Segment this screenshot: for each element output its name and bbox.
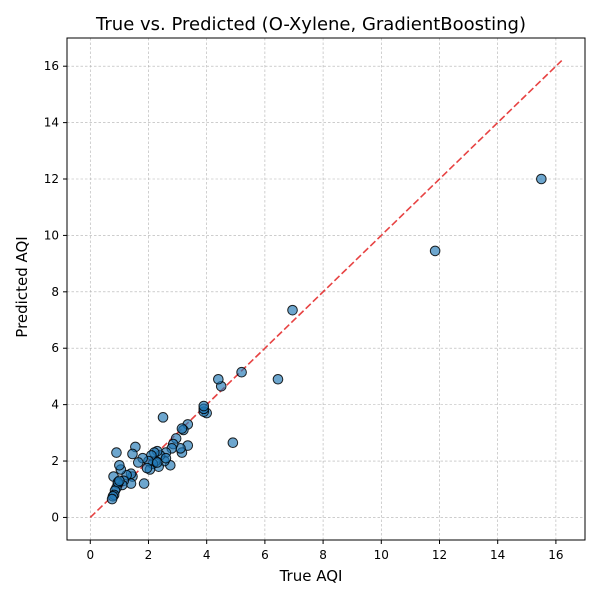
- x-tick-label: 10: [374, 548, 389, 562]
- y-tick-label: 16: [44, 59, 59, 73]
- x-tick-label: 4: [203, 548, 211, 562]
- data-point: [138, 478, 150, 489]
- data-point: [114, 475, 125, 487]
- data-points: [106, 173, 547, 505]
- x-tick-label: 12: [432, 548, 447, 562]
- data-point: [106, 493, 118, 505]
- x-tick-label: 0: [86, 548, 94, 562]
- data-point: [160, 452, 172, 464]
- data-point: [132, 457, 144, 468]
- data-point: [157, 412, 169, 423]
- y-axis-label: Predicted AQI: [13, 236, 31, 337]
- data-point: [213, 373, 224, 385]
- data-point: [111, 447, 122, 458]
- y-tick-label: 2: [51, 454, 59, 468]
- data-point: [429, 245, 441, 257]
- x-axis-label: True AQI: [279, 567, 343, 585]
- x-tick-label: 6: [261, 548, 269, 562]
- data-point: [141, 462, 153, 474]
- data-point: [236, 366, 247, 378]
- x-tick-label: 14: [490, 548, 505, 562]
- data-point: [536, 173, 547, 185]
- axis-ticks: 0 2 4 6 8 10 12 14 16 0 2 4 6 8 10 12 14 16: [44, 59, 564, 562]
- data-point: [114, 459, 125, 471]
- data-point: [272, 373, 284, 385]
- data-point: [127, 448, 138, 460]
- y-tick-label: 0: [51, 510, 59, 524]
- data-point: [198, 400, 210, 412]
- y-tick-label: 10: [44, 228, 59, 242]
- x-tick-label: 2: [145, 548, 153, 562]
- y-tick-label: 6: [51, 341, 59, 355]
- chart-title: True vs. Predicted (O-Xylene, GradientBo…: [95, 14, 526, 35]
- y-tick-label: 8: [51, 285, 59, 299]
- y-tick-label: 4: [51, 398, 59, 412]
- grid: [67, 38, 585, 540]
- y-tick-label: 14: [44, 116, 59, 130]
- data-point: [227, 437, 239, 449]
- plot-frame: [66, 37, 586, 541]
- x-tick-label: 8: [319, 548, 327, 562]
- x-tick-label: 16: [548, 548, 563, 562]
- data-point: [151, 457, 163, 468]
- data-point: [287, 304, 298, 316]
- data-point: [176, 423, 188, 434]
- y-tick-label: 12: [44, 172, 59, 186]
